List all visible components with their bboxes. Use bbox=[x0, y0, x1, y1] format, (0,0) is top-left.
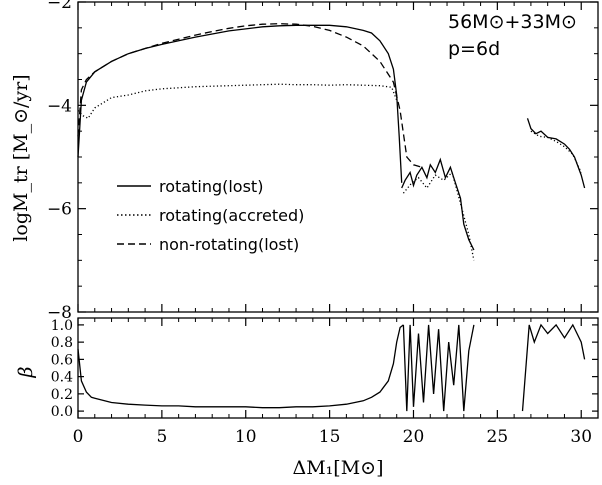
top-ytick-label-3: −2 bbox=[47, 0, 72, 13]
legend-label-non-rotating-lost: non-rotating(lost) bbox=[159, 235, 299, 254]
x-tick-label-1: 5 bbox=[156, 427, 167, 447]
bottom-series-0-part-1 bbox=[402, 324, 475, 412]
bottom-ytick-label-4: 0.8 bbox=[51, 335, 73, 351]
bottom-ytick-label-3: 0.6 bbox=[51, 352, 73, 368]
top-panel: −8 −6 −4 −2 56M⊙+33M⊙ p=6d logM_tr [M_⊙/yr]… bbox=[10, 0, 599, 323]
bottom-series-0-part-0 bbox=[77, 324, 404, 409]
legend: rotating(lost) rotating(accreted) non-ro… bbox=[117, 177, 304, 254]
top-ytick-label-2: −4 bbox=[47, 96, 72, 116]
top-y-axis-title: logM_tr [M_⊙/yr] bbox=[10, 74, 32, 241]
top-series-2-part-0 bbox=[77, 23, 423, 168]
top-series-1-part-1 bbox=[402, 171, 475, 261]
annotation-period: p=6d bbox=[448, 38, 500, 60]
bottom-ytick-label-0: 0.0 bbox=[51, 404, 73, 420]
top-ticks: −8 −6 −4 −2 bbox=[47, 0, 598, 323]
top-series-1-part-0 bbox=[77, 83, 398, 120]
top-ytick-label-0: −8 bbox=[47, 303, 72, 323]
bottom-ticks: 0.00.20.4 0.60.81.0 bbox=[51, 318, 598, 420]
x-tick-label-3: 15 bbox=[319, 427, 341, 447]
bottom-ytick-label-1: 0.2 bbox=[51, 387, 73, 403]
top-series-0-part-1 bbox=[401, 157, 475, 251]
top-ytick-label-1: −6 bbox=[47, 200, 72, 220]
bottom-y-axis-title: β bbox=[15, 366, 37, 378]
bottom-series-0-part-2 bbox=[521, 323, 586, 412]
x-tick-label-5: 25 bbox=[487, 427, 509, 447]
annotation-masses: 56M⊙+33M⊙ bbox=[448, 11, 577, 33]
top-series-1-part-2 bbox=[530, 130, 582, 173]
top-panel-frame bbox=[77, 1, 599, 313]
x-axis-title: ΔM₁[M⊙] bbox=[293, 457, 384, 479]
bottom-series-lines bbox=[77, 323, 586, 412]
bottom-panel: 0.00.20.4 0.60.81.0 β 0 5 10 15 20 25 30 ΔM₁[M⊙… bbox=[15, 317, 599, 479]
legend-label-rotating-lost: rotating(lost) bbox=[159, 177, 263, 196]
top-series-0-part-2 bbox=[526, 118, 586, 189]
top-series-0-part-0 bbox=[77, 24, 403, 183]
legend-label-rotating-accreted: rotating(accreted) bbox=[159, 206, 304, 225]
bottom-ytick-label-2: 0.4 bbox=[51, 370, 73, 386]
x-tick-label-6: 30 bbox=[570, 427, 592, 447]
x-tick-label-4: 20 bbox=[403, 427, 425, 447]
bottom-panel-frame bbox=[77, 317, 599, 419]
x-tick-label-2: 10 bbox=[235, 427, 257, 447]
x-tick-labels: 0 5 10 15 20 25 30 bbox=[73, 427, 592, 447]
top-series-lines bbox=[77, 23, 586, 261]
x-tick-label-0: 0 bbox=[73, 427, 84, 447]
bottom-ytick-label-5: 1.0 bbox=[51, 318, 73, 334]
